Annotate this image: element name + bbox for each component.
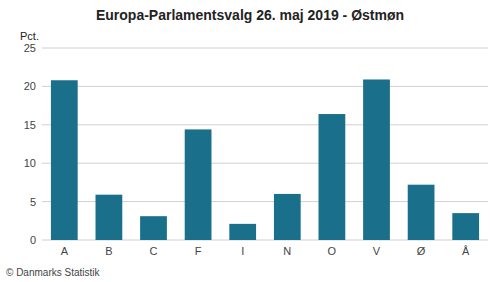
x-tick-label: F (195, 245, 202, 257)
bar (408, 185, 435, 240)
bar (319, 114, 346, 240)
bar (96, 195, 123, 240)
bars (51, 79, 479, 240)
chart: Europa-Parlamentsvalg 26. maj 2019 - Øst… (0, 0, 500, 282)
x-tick-label: V (373, 245, 381, 257)
x-tick-label: N (283, 245, 291, 257)
y-tick-label: 20 (24, 80, 36, 92)
bar (140, 216, 167, 240)
bar (452, 213, 479, 240)
grid-line (42, 86, 488, 87)
x-tick-label: O (328, 245, 337, 257)
bar (229, 224, 256, 240)
x-tick-label: B (105, 245, 112, 257)
footer: © Danmarks Statistik (6, 267, 101, 278)
grid-line (42, 48, 488, 49)
x-tick-label: C (150, 245, 158, 257)
bar (274, 194, 301, 240)
y-tick-label: 15 (24, 119, 36, 131)
title: Europa-Parlamentsvalg 26. maj 2019 - Øst… (96, 7, 404, 23)
bar (185, 129, 212, 240)
y-tick-label: 0 (30, 234, 36, 246)
bar (51, 80, 78, 240)
x-tick-label: Ø (417, 245, 426, 257)
x-tick-label: I (241, 245, 244, 257)
grid-line (42, 163, 488, 164)
y-tick-label: 10 (24, 157, 36, 169)
y-tick-label: 5 (30, 196, 36, 208)
grid (42, 48, 488, 240)
grid-line (42, 124, 488, 125)
x-tick-label: A (61, 245, 69, 257)
bar (363, 79, 390, 240)
y-axis-label: Pct. (20, 30, 39, 42)
x-tick-label: Å (462, 245, 470, 257)
y-tick-label: 25 (24, 42, 36, 54)
